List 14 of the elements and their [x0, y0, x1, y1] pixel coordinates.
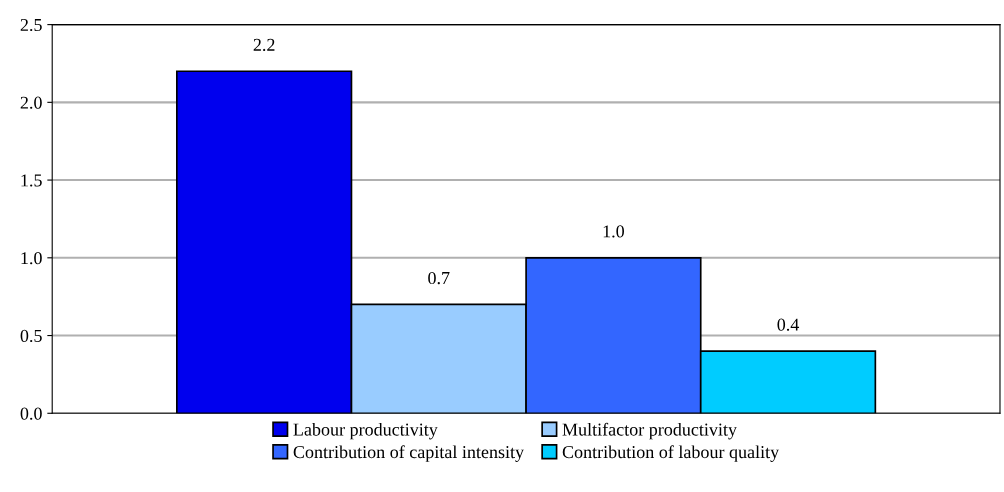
y-tick-label: 1.0 — [21, 252, 42, 265]
data-label: 0.7 — [428, 271, 450, 285]
y-tick-label: 1.5 — [21, 174, 42, 187]
y-tick-label: 2.5 — [20, 18, 42, 32]
data-label: 1.0 — [603, 225, 625, 238]
data-label: 0.4 — [777, 318, 800, 331]
legend-label: Contribution of labour quality — [562, 445, 780, 462]
data-label: 2.2 — [253, 38, 275, 51]
legend-label: Contribution of capital intensity — [293, 445, 525, 462]
y-tick-label: 0.5 — [20, 329, 42, 343]
legend-label: Multifactor productivity — [562, 422, 737, 440]
y-tick-label: 0.0 — [20, 407, 42, 420]
y-tick-label: 2.0 — [20, 96, 42, 109]
legend-label: Labour productivity — [293, 422, 438, 440]
